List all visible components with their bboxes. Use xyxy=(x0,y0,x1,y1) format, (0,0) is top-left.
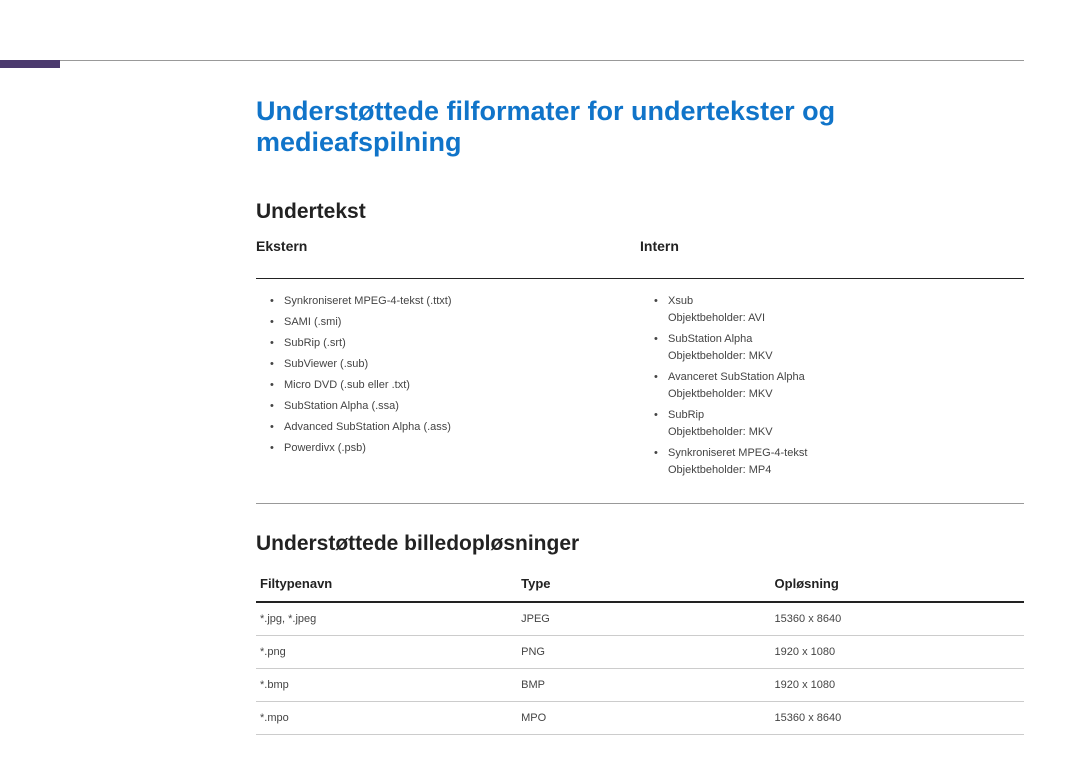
column-intern: Intern xyxy=(640,238,1024,264)
item-text: SubStation Alpha (.ssa) xyxy=(284,400,399,412)
list-item: Powerdivx (.psb) xyxy=(270,440,640,457)
list-item: Micro DVD (.sub eller .txt) xyxy=(270,377,640,394)
cell-type: MPO xyxy=(517,702,770,735)
item-text: SubRip (.srt) xyxy=(284,337,346,349)
list-intern: Xsub Objektbeholder: AVI SubStation Alpha… xyxy=(640,293,1024,483)
list-item: SubRip (.srt) xyxy=(270,335,640,352)
item-text: Synkroniseret MPEG-4-tekst xyxy=(668,447,807,459)
cell-type: BMP xyxy=(517,669,770,702)
heading-intern: Intern xyxy=(640,238,1024,254)
page-title: Understøttede filformater for undertekst… xyxy=(256,96,1024,158)
item-subtext: Objektbeholder: AVI xyxy=(668,310,1024,327)
list-item: Avanceret SubStation Alpha Objektbeholder… xyxy=(654,369,1024,403)
table-header-row: Filtypenavn Type Opløsning xyxy=(256,570,1024,602)
cell-type: JPEG xyxy=(517,602,770,636)
table-row: *.bmp BMP 1920 x 1080 xyxy=(256,669,1024,702)
item-subtext: Objektbeholder: MKV xyxy=(668,424,1024,441)
list-item: Synkroniseret MPEG-4-tekst Objektbeholder… xyxy=(654,445,1024,479)
section-rule xyxy=(256,503,1024,504)
item-subtext: Objektbeholder: MP4 xyxy=(668,462,1024,479)
cell-res: 15360 x 8640 xyxy=(771,702,1024,735)
heading-ekstern: Ekstern xyxy=(256,238,640,254)
table-row: *.mpo MPO 15360 x 8640 xyxy=(256,702,1024,735)
cell-res: 1920 x 1080 xyxy=(771,669,1024,702)
item-text: Avanceret SubStation Alpha xyxy=(668,371,805,383)
section-marker-bar xyxy=(0,60,60,68)
item-text: Synkroniseret MPEG-4-tekst (.ttxt) xyxy=(284,295,451,307)
list-item: SubStation Alpha Objektbeholder: MKV xyxy=(654,331,1024,365)
item-subtext: Objektbeholder: MKV xyxy=(668,348,1024,365)
item-text: SubStation Alpha xyxy=(668,333,752,345)
list-item: SubViewer (.sub) xyxy=(270,356,640,373)
item-text: Advanced SubStation Alpha (.ass) xyxy=(284,421,451,433)
column-ekstern: Ekstern xyxy=(256,238,640,264)
page-content: Understøttede filformater for undertekst… xyxy=(256,96,1024,735)
item-text: SubViewer (.sub) xyxy=(284,358,368,370)
cell-file: *.jpg, *.jpeg xyxy=(256,602,517,636)
list-item: SubRip Objektbeholder: MKV xyxy=(654,407,1024,441)
list-ekstern: Synkroniseret MPEG-4-tekst (.ttxt) SAMI … xyxy=(256,293,640,483)
cell-file: *.png xyxy=(256,636,517,669)
cell-type: PNG xyxy=(517,636,770,669)
item-text: Micro DVD (.sub eller .txt) xyxy=(284,379,410,391)
item-text: SAMI (.smi) xyxy=(284,316,341,328)
ekstern-items: Synkroniseret MPEG-4-tekst (.ttxt) SAMI … xyxy=(256,293,640,457)
item-text: SubRip xyxy=(668,409,704,421)
section-divider xyxy=(256,278,1024,279)
list-item: Synkroniseret MPEG-4-tekst (.ttxt) xyxy=(270,293,640,310)
col-header-res: Opløsning xyxy=(771,570,1024,602)
cell-res: 15360 x 8640 xyxy=(771,602,1024,636)
item-text: Xsub xyxy=(668,295,693,307)
list-item: Advanced SubStation Alpha (.ass) xyxy=(270,419,640,436)
col-header-type: Type xyxy=(517,570,770,602)
list-item: SAMI (.smi) xyxy=(270,314,640,331)
table-row: *.jpg, *.jpeg JPEG 15360 x 8640 xyxy=(256,602,1024,636)
cell-file: *.mpo xyxy=(256,702,517,735)
col-header-file: Filtypenavn xyxy=(256,570,517,602)
subtitle-columns: Ekstern Intern xyxy=(256,238,1024,264)
resolutions-table: Filtypenavn Type Opløsning *.jpg, *.jpeg… xyxy=(256,570,1024,735)
cell-file: *.bmp xyxy=(256,669,517,702)
item-text: Powerdivx (.psb) xyxy=(284,442,366,454)
item-subtext: Objektbeholder: MKV xyxy=(668,386,1024,403)
list-item: Xsub Objektbeholder: AVI xyxy=(654,293,1024,327)
top-divider xyxy=(56,60,1024,61)
subtitle-lists: Synkroniseret MPEG-4-tekst (.ttxt) SAMI … xyxy=(256,293,1024,483)
list-item: SubStation Alpha (.ssa) xyxy=(270,398,640,415)
cell-res: 1920 x 1080 xyxy=(771,636,1024,669)
table-row: *.png PNG 1920 x 1080 xyxy=(256,636,1024,669)
section-heading-resolutions: Understøttede billedopløsninger xyxy=(256,532,1024,556)
section-heading-undertekst: Undertekst xyxy=(256,200,1024,224)
intern-items: Xsub Objektbeholder: AVI SubStation Alpha… xyxy=(640,293,1024,479)
